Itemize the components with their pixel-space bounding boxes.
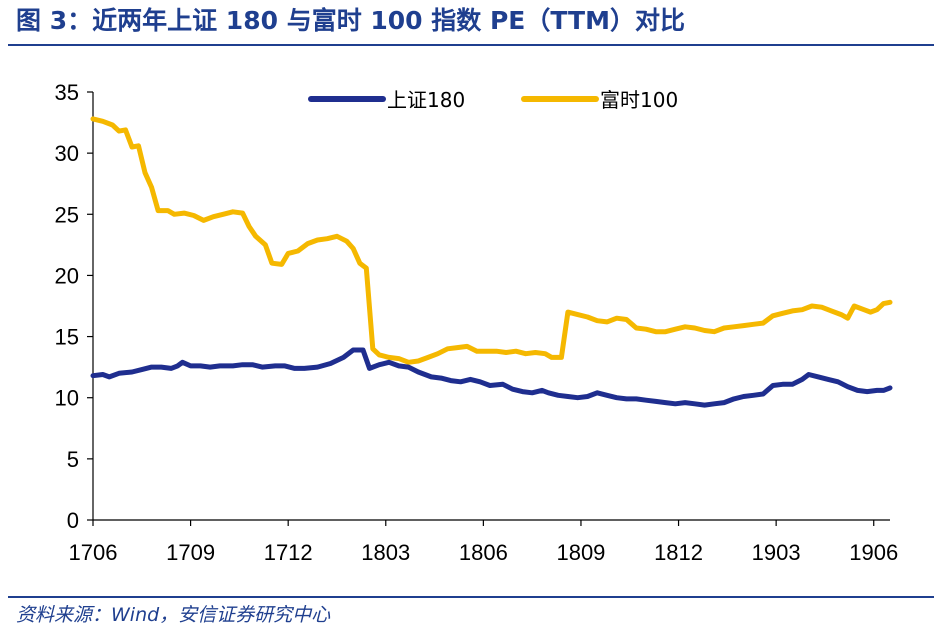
y-tick-label: 15 — [55, 325, 79, 350]
series-line — [90, 116, 893, 365]
x-tick-label: 1803 — [361, 540, 410, 565]
chart-series — [90, 116, 893, 408]
source-note: 资料来源：Wind，安信证券研究中心 — [16, 604, 331, 626]
x-tick-label: 1812 — [654, 540, 703, 565]
legend-label: 上证180 — [387, 88, 465, 112]
x-tick-label: 1712 — [264, 540, 313, 565]
y-tick-label: 25 — [55, 202, 79, 227]
x-tick-label: 1809 — [556, 540, 605, 565]
y-tick-label: 20 — [55, 263, 79, 288]
chart-legend: 上证180 富时100 — [308, 88, 678, 112]
source-divider — [8, 596, 934, 598]
y-tick-label: 35 — [55, 80, 79, 105]
pe-ttm-line-chart: 0 5 10 15 20 25 30 35 1706 1709 1712 1803 1806 1809 18… — [55, 80, 899, 565]
y-tick-label: 0 — [67, 508, 79, 533]
x-tick-label: 1906 — [849, 540, 898, 565]
figure-title: 图 3：近两年上证 180 与富时 100 指数 PE（TTM）对比 — [16, 6, 685, 35]
y-tick-label: 5 — [67, 447, 79, 472]
x-tick-label: 1706 — [69, 540, 118, 565]
chart-axes: 0 5 10 15 20 25 30 35 1706 1709 1712 1803 1806 1809 18… — [55, 80, 899, 565]
series-line — [90, 347, 893, 408]
legend-label: 富时100 — [600, 88, 678, 112]
y-tick-label: 10 — [55, 386, 79, 411]
x-tick-label: 1903 — [752, 540, 801, 565]
x-tick-label: 1806 — [459, 540, 508, 565]
y-tick-label: 30 — [55, 141, 79, 166]
x-tick-label: 1709 — [166, 540, 215, 565]
title-divider — [8, 44, 934, 46]
